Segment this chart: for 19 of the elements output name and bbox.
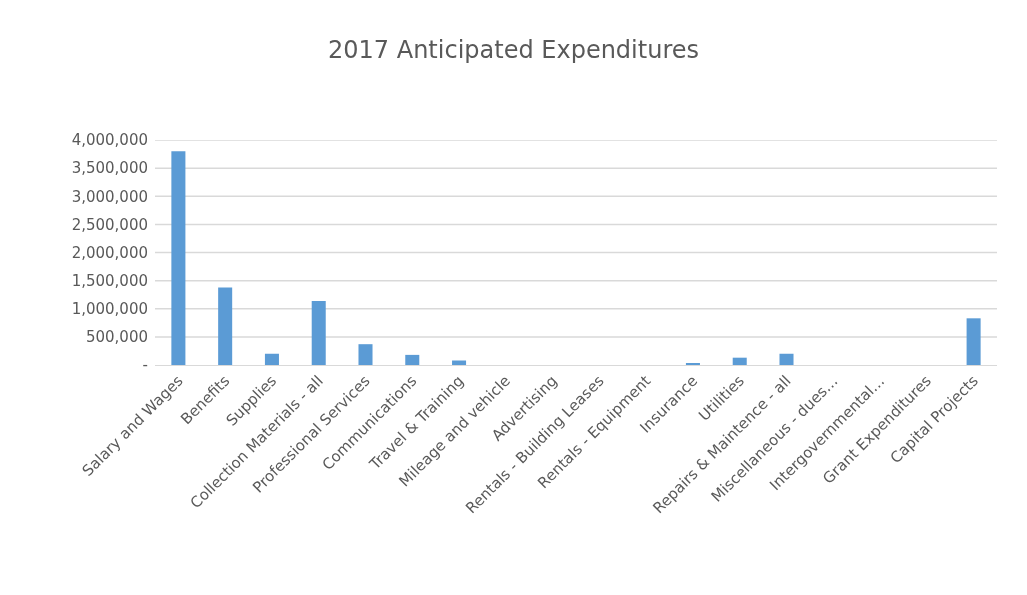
y-tick-label: 1,500,000 bbox=[71, 271, 148, 290]
bar bbox=[311, 300, 326, 365]
bar bbox=[264, 353, 279, 365]
bar bbox=[405, 354, 420, 365]
y-tick-label: 2,000,000 bbox=[71, 243, 148, 262]
y-tick-label: 2,500,000 bbox=[71, 215, 148, 234]
y-tick-label: 3,000,000 bbox=[71, 187, 148, 206]
chart-title: 2017 Anticipated Expenditures bbox=[328, 36, 699, 65]
bar bbox=[966, 318, 981, 365]
y-tick-label: 3,500,000 bbox=[71, 159, 148, 178]
y-tick-label: 4,000,000 bbox=[71, 131, 148, 150]
y-tick-label: 500,000 bbox=[85, 328, 148, 347]
bar bbox=[779, 353, 794, 365]
bar bbox=[358, 344, 373, 365]
bar bbox=[732, 357, 747, 365]
y-tick-label: 1,000,000 bbox=[71, 300, 148, 318]
bar bbox=[218, 287, 233, 365]
y-tick-label: - bbox=[142, 356, 148, 375]
bar bbox=[171, 151, 186, 365]
